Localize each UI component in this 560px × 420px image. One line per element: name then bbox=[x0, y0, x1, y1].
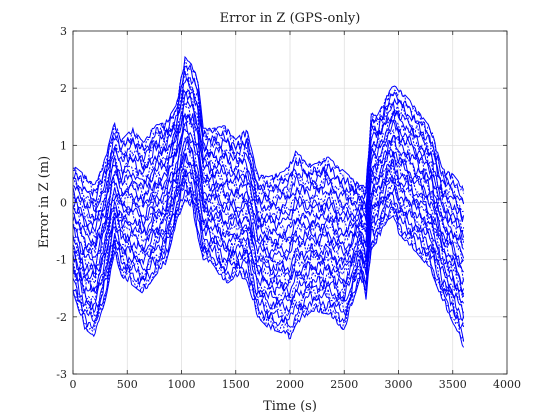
y-tick-label: 0 bbox=[60, 197, 67, 210]
x-tick-label: 3500 bbox=[439, 378, 467, 391]
x-tick-label: 500 bbox=[117, 378, 138, 391]
series-line bbox=[72, 174, 465, 327]
series-line bbox=[72, 55, 465, 190]
series-line bbox=[72, 147, 465, 298]
series-line bbox=[72, 113, 465, 250]
x-axis: 0 500 1000 1500 2000 2500 3000 3500 4000 bbox=[70, 31, 521, 391]
series-line bbox=[72, 140, 465, 294]
series-line bbox=[72, 168, 465, 322]
y-tick-label: 1 bbox=[60, 139, 67, 152]
series-line bbox=[72, 91, 465, 238]
chart-title: Error in Z (GPS-only) bbox=[220, 11, 361, 26]
series-line bbox=[72, 70, 465, 204]
plot-area bbox=[72, 55, 465, 348]
x-axis-label: Time (s) bbox=[263, 399, 317, 414]
x-tick-label: 4000 bbox=[493, 378, 521, 391]
series-line bbox=[72, 88, 464, 222]
x-tick-label: 2500 bbox=[330, 378, 358, 391]
series-line bbox=[72, 198, 465, 348]
series-line bbox=[72, 59, 465, 195]
series-line bbox=[72, 120, 464, 265]
y-axis-label: Error in Z (m) bbox=[37, 156, 52, 248]
y-tick-label: 3 bbox=[60, 25, 67, 38]
series-line bbox=[72, 152, 465, 297]
series-line bbox=[72, 100, 464, 241]
x-tick-label: 1000 bbox=[168, 378, 196, 391]
series-line bbox=[72, 161, 465, 314]
y-tick-label: -1 bbox=[56, 254, 67, 267]
series-line bbox=[72, 120, 464, 263]
y-tick-label: -3 bbox=[56, 368, 67, 381]
y-tick-label: -2 bbox=[56, 311, 67, 324]
y-tick-label: 2 bbox=[60, 82, 67, 95]
series-line bbox=[72, 179, 465, 329]
x-tick-label: 3000 bbox=[385, 378, 413, 391]
x-tick-label: 0 bbox=[70, 378, 77, 391]
x-tick-label: 1500 bbox=[222, 378, 250, 391]
series-line bbox=[72, 112, 465, 259]
y-axis: -3 -2 -1 0 1 2 3 bbox=[56, 25, 507, 381]
series-line bbox=[72, 63, 465, 205]
x-tick-label: 2000 bbox=[276, 378, 304, 391]
series-line bbox=[72, 168, 465, 319]
series-line bbox=[72, 186, 465, 341]
